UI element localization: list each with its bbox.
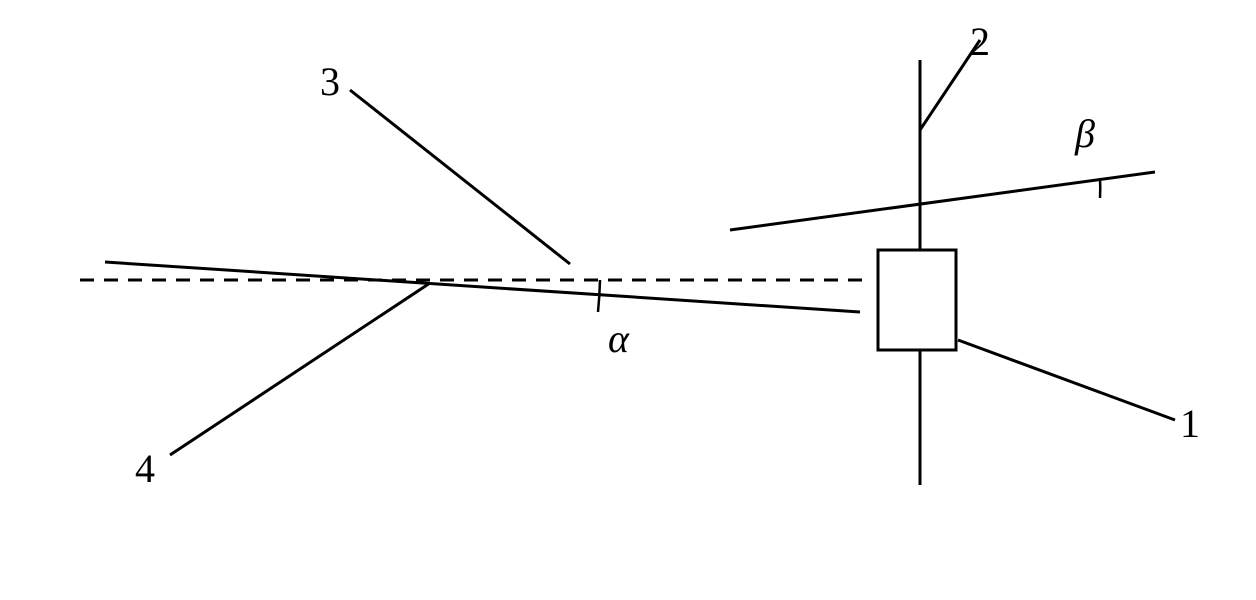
label-alpha: α <box>608 315 629 362</box>
label-3: 3 <box>320 58 340 105</box>
leader-line-4 <box>170 283 430 455</box>
leader-line-3 <box>350 90 570 264</box>
upper-ray <box>730 172 1155 230</box>
label-4: 4 <box>135 445 155 492</box>
label-beta: β <box>1075 110 1095 157</box>
alpha-angle-arc <box>598 280 600 312</box>
leader-line-1 <box>958 340 1175 420</box>
label-2: 2 <box>970 18 990 65</box>
diagram-canvas <box>0 0 1256 600</box>
label-1: 1 <box>1180 400 1200 447</box>
component-rectangle <box>878 250 956 350</box>
lower-ray <box>105 262 860 312</box>
